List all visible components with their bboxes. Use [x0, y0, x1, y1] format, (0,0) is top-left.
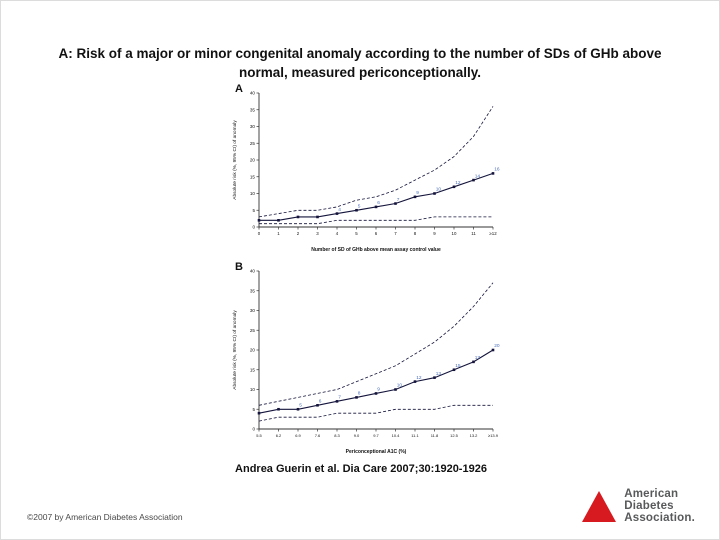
- svg-text:5.5: 5.5: [256, 433, 262, 438]
- svg-text:4: 4: [338, 207, 341, 213]
- chart-a: A 0 5 10 15 20 25 30 35 40 0 1 2 3 4 5 6 7 8 9 10 11 ≥12 Numbe…: [229, 83, 509, 257]
- svg-text:11.1: 11.1: [411, 433, 419, 438]
- svg-text:16: 16: [494, 167, 500, 173]
- svg-text:12: 12: [455, 180, 461, 186]
- svg-text:9.7: 9.7: [373, 433, 379, 438]
- svg-text:5: 5: [299, 402, 302, 408]
- svg-text:12: 12: [416, 375, 422, 381]
- svg-text:Number of SD of GHb above mean: Number of SD of GHb above mean assay con…: [311, 247, 441, 253]
- svg-text:13: 13: [436, 371, 442, 377]
- svg-text:25: 25: [250, 141, 256, 146]
- svg-text:4: 4: [336, 231, 339, 236]
- svg-text:15: 15: [250, 174, 256, 179]
- svg-text:6: 6: [375, 231, 378, 236]
- svg-text:7: 7: [397, 197, 400, 203]
- svg-text:9: 9: [377, 387, 380, 393]
- slide-title: A: Risk of a major or minor congenital a…: [58, 46, 662, 80]
- svg-text:5: 5: [355, 231, 358, 236]
- svg-text:Absolute risk (%, 95% CI) of a: Absolute risk (%, 95% CI) of anomaly: [232, 120, 238, 200]
- svg-text:10: 10: [452, 231, 457, 236]
- svg-text:7: 7: [338, 395, 341, 401]
- svg-text:0: 0: [252, 225, 255, 230]
- svg-text:13.2: 13.2: [470, 433, 479, 438]
- svg-text:5: 5: [252, 407, 255, 412]
- svg-text:15: 15: [455, 363, 461, 369]
- svg-text:7: 7: [394, 231, 397, 236]
- svg-text:8.3: 8.3: [334, 433, 340, 438]
- svg-text:5: 5: [252, 208, 255, 213]
- svg-text:35: 35: [250, 107, 256, 112]
- svg-text:6: 6: [319, 399, 322, 405]
- ada-logo-text: American Diabetes Association.: [624, 488, 695, 524]
- svg-text:9: 9: [416, 190, 419, 196]
- figure-area: A 0 5 10 15 20 25 30 35 40 0 1 2 3 4 5 6 7 8 9 10 11 ≥12 Numbe…: [229, 83, 509, 465]
- copyright-notice: ©2007 by American Diabetes Association: [27, 512, 183, 522]
- svg-text:0: 0: [252, 427, 255, 432]
- svg-text:8: 8: [358, 391, 361, 397]
- ada-logo-line3: Association.: [624, 512, 695, 525]
- svg-text:40: 40: [250, 91, 256, 96]
- chart-b: B 0 5 10 15 20 25 30 35 40 5.5 6.2 6.9 7.6 8.3 9.0 9.7 1…: [229, 261, 509, 459]
- svg-text:Periconceptional A1C (%): Periconceptional A1C (%): [346, 449, 407, 455]
- svg-text:30: 30: [250, 124, 256, 129]
- ada-triangle-icon: [582, 490, 617, 522]
- svg-text:10.4: 10.4: [392, 433, 401, 438]
- svg-text:2: 2: [297, 231, 300, 236]
- ada-logo-line2: Diabetes: [624, 500, 674, 513]
- svg-text:20: 20: [250, 348, 256, 353]
- svg-text:15: 15: [250, 367, 256, 372]
- svg-text:35: 35: [250, 288, 256, 293]
- svg-text:20: 20: [250, 158, 256, 163]
- chart-a-panel-label: A: [235, 83, 243, 95]
- svg-text:0: 0: [258, 231, 261, 236]
- svg-text:3: 3: [316, 231, 319, 236]
- svg-text:5: 5: [358, 203, 361, 209]
- svg-text:40: 40: [250, 269, 256, 274]
- svg-text:10: 10: [397, 383, 403, 389]
- svg-text:≥12: ≥12: [489, 231, 497, 236]
- svg-text:25: 25: [250, 328, 256, 333]
- svg-text:≥13.9: ≥13.9: [488, 433, 499, 438]
- svg-text:1: 1: [277, 231, 280, 236]
- svg-text:6: 6: [377, 200, 380, 206]
- svg-text:10: 10: [436, 187, 442, 193]
- ada-logo: American Diabetes Association.: [581, 488, 695, 524]
- svg-text:11: 11: [471, 231, 476, 236]
- chart-b-panel-label: B: [235, 261, 243, 273]
- svg-text:10: 10: [250, 387, 256, 392]
- svg-text:12.5: 12.5: [450, 433, 459, 438]
- svg-text:14: 14: [475, 173, 481, 179]
- svg-text:8: 8: [414, 231, 417, 236]
- svg-text:20: 20: [494, 343, 500, 349]
- ada-logo-line1: American: [624, 488, 679, 500]
- svg-text:9.0: 9.0: [354, 433, 360, 438]
- svg-text:Absolute risk (%, 95% CI) of a: Absolute risk (%, 95% CI) of anomaly: [232, 310, 238, 390]
- svg-text:10: 10: [250, 191, 256, 196]
- svg-text:30: 30: [250, 308, 256, 313]
- chart-b-plot: 0 5 10 15 20 25 30 35 40 5.5 6.2 6.9 7.6 8.3 9.0 9.7 10.…: [232, 269, 500, 455]
- svg-text:11.8: 11.8: [431, 433, 439, 438]
- svg-text:7.6: 7.6: [315, 433, 321, 438]
- svg-text:17: 17: [475, 355, 481, 361]
- svg-text:9: 9: [433, 231, 436, 236]
- svg-text:6.9: 6.9: [295, 433, 301, 438]
- svg-text:6.2: 6.2: [276, 433, 282, 438]
- citation: Andrea Guerin et al. Dia Care 2007;30:19…: [235, 463, 487, 475]
